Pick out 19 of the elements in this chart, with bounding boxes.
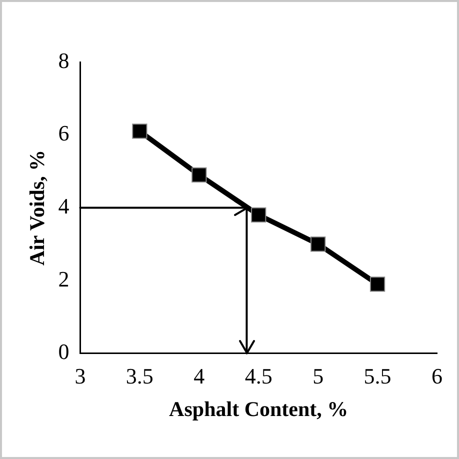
x-tick-label: 4.5 <box>244 363 272 388</box>
point <box>251 207 266 223</box>
x-tick-label: 3 <box>74 363 86 388</box>
point <box>192 167 207 182</box>
y-tick-label: 6 <box>58 120 70 146</box>
y-tick-label: 2 <box>58 266 70 292</box>
y-tick-label: 8 <box>58 48 70 73</box>
y-tick-label: 0 <box>58 339 70 364</box>
x-tick-label: 5.5 <box>364 363 392 388</box>
y-axis-title: Air Voids, % <box>25 150 50 266</box>
point <box>310 236 326 252</box>
x-tick-label: 4 <box>194 363 205 388</box>
x-tick-label: 5 <box>312 363 324 388</box>
point <box>132 124 148 139</box>
point <box>370 276 386 292</box>
x-tick-label: 6 <box>432 363 442 388</box>
x-axis-title: Asphalt Content, % <box>169 396 348 421</box>
y-tick-label: 4 <box>58 193 70 218</box>
x-tick-label: 3.5 <box>126 363 154 388</box>
